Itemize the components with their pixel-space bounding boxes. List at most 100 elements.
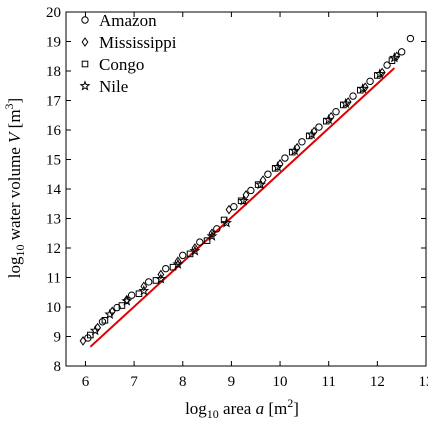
y-axis-label: log10 water volume V [m3]	[2, 98, 27, 278]
point-nile	[121, 295, 133, 306]
point-nile	[138, 285, 150, 296]
point-congo	[135, 290, 143, 298]
point-amazon	[127, 291, 136, 299]
y-tick-label: 14	[46, 182, 62, 198]
point-mississippi	[174, 256, 182, 267]
legend-marker-congo	[81, 60, 89, 68]
point-amazon	[397, 48, 406, 56]
y-tick-label: 18	[46, 64, 61, 80]
y-tick-label: 13	[46, 212, 61, 228]
point-nile	[172, 258, 184, 269]
x-tick-label: 11	[321, 374, 335, 390]
point-nile	[357, 82, 369, 94]
point-mississippi	[79, 336, 87, 346]
x-tick-label: 13	[419, 374, 428, 390]
x-tick-label: 10	[273, 374, 288, 390]
point-nile	[323, 113, 335, 125]
point-congo	[203, 237, 211, 244]
point-nile	[388, 52, 400, 63]
point-mississippi	[157, 269, 165, 280]
point-amazon	[247, 186, 255, 195]
x-tick-label: 7	[130, 374, 138, 390]
point-amazon	[349, 92, 357, 100]
x-axis-label-var: a	[256, 399, 265, 418]
y-tick-label: 9	[54, 330, 62, 346]
y-tick-label: 15	[46, 153, 61, 169]
legend-label-congo: Congo	[99, 55, 144, 74]
point-mississippi	[140, 281, 148, 292]
point-amazon	[406, 34, 415, 43]
point-nile	[340, 97, 352, 109]
fit-line	[89, 67, 396, 348]
y-tick-label: 11	[47, 271, 61, 287]
legend-label-nile: Nile	[99, 77, 128, 96]
point-nile	[206, 230, 218, 241]
point-mississippi	[293, 142, 301, 153]
point-amazon	[383, 61, 391, 69]
point-amazon	[230, 203, 238, 211]
y-tick-label: 12	[46, 241, 61, 257]
point-mississippi	[191, 243, 199, 253]
point-amazon	[113, 303, 121, 312]
legend-marker-mississippi	[81, 37, 89, 47]
legend-marker-amazon	[81, 16, 89, 24]
point-amazon	[213, 225, 221, 233]
point-amazon	[332, 108, 340, 116]
point-mississippi	[310, 126, 318, 137]
y-tick-label: 8	[54, 359, 62, 375]
legend-label-amazon: Amazon	[99, 11, 157, 30]
point-amazon	[196, 238, 204, 246]
fit-line-layer	[89, 67, 396, 348]
y-tick-label: 16	[46, 123, 62, 139]
x-axis-label-text: area	[219, 399, 256, 418]
point-nile	[238, 195, 250, 206]
point-mississippi	[327, 111, 335, 122]
x-tick-label: 12	[370, 374, 385, 390]
x-axis-label-close: ]	[293, 399, 299, 418]
x-axis-label-unit: [m	[264, 399, 287, 418]
point-congo	[101, 316, 109, 324]
x-axis-label-log: log	[185, 399, 207, 418]
y-tick-label: 19	[46, 35, 61, 51]
point-amazon	[145, 278, 153, 286]
point-mississippi	[108, 306, 116, 317]
x-tick-label: 6	[82, 374, 90, 390]
point-congo	[87, 331, 94, 339]
point-nile	[306, 128, 318, 140]
point-amazon	[264, 170, 272, 178]
point-amazon	[179, 251, 187, 260]
y-axis-label-unit: [m	[5, 109, 24, 132]
y-tick-label: 17	[46, 94, 62, 110]
point-nile	[255, 178, 267, 190]
point-congo	[118, 302, 126, 309]
data-points	[79, 34, 415, 346]
y-axis-label-sup: 3	[2, 103, 16, 109]
point-mississippi	[208, 228, 216, 239]
x-tick-label: 8	[179, 374, 187, 390]
point-nile	[89, 324, 101, 336]
point-nile	[272, 161, 284, 172]
point-nile	[104, 308, 116, 320]
point-amazon	[315, 123, 323, 131]
point-nile	[155, 273, 167, 284]
y-axis-label-log: log	[5, 256, 24, 278]
legend-marker-nile	[79, 80, 91, 91]
point-mississippi	[276, 159, 284, 169]
point-amazon	[366, 77, 374, 86]
point-mississippi	[94, 322, 102, 333]
axes: 6 7 8 9 10 11 12 13 8 9 10 11 12 13 14 15 16 17 18 19 20	[46, 5, 428, 390]
point-amazon	[281, 154, 289, 162]
point-nile	[189, 245, 201, 256]
point-amazon	[162, 264, 170, 273]
x-axis-label-sub: 10	[207, 407, 219, 421]
point-amazon	[298, 138, 306, 146]
point-nile	[221, 217, 232, 228]
y-axis-label-close: ]	[5, 98, 24, 104]
y-tick-label: 20	[46, 5, 61, 21]
legend-label-mississippi: Mississippi	[99, 33, 177, 52]
y-axis-label-var: V	[5, 130, 24, 143]
legend: Amazon Mississippi Congo Nile	[79, 11, 177, 96]
x-tick-label: 9	[228, 374, 236, 390]
point-nile	[289, 144, 301, 156]
